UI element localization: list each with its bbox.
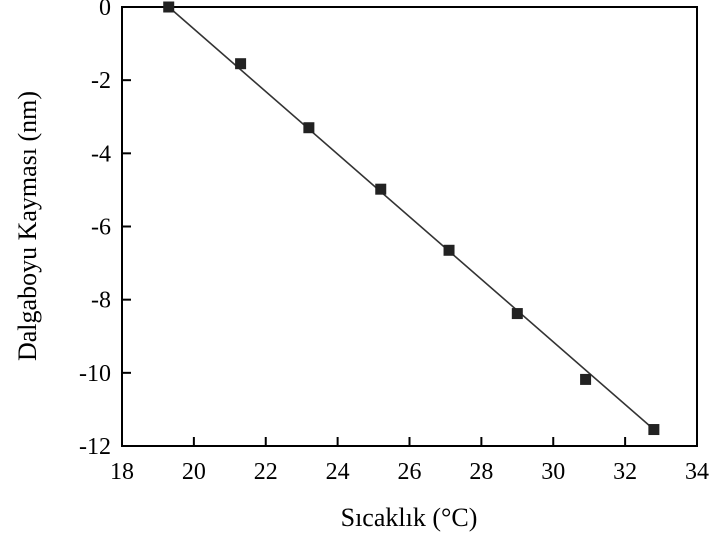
y-tick-label: -4 [91, 141, 111, 167]
data-point-marker [443, 244, 455, 256]
x-tick-label: 18 [110, 459, 134, 485]
y-tick-label: -8 [91, 288, 111, 314]
y-axis-ticks: 0 -2 -4 -6 -8 -10 -12 [79, 0, 131, 460]
y-tick-label: -10 [79, 361, 111, 387]
fit-line [168, 6, 655, 431]
data-point-marker [235, 58, 247, 70]
x-tick-label: 26 [398, 459, 422, 485]
x-tick-label: 32 [613, 459, 637, 485]
data-point-marker [163, 1, 175, 13]
x-tick-label: 24 [326, 459, 350, 485]
plot-frame [121, 6, 698, 447]
data-point-marker [303, 122, 315, 134]
data-point-marker [511, 308, 523, 320]
x-tick-label: 22 [254, 459, 278, 485]
y-tick-label: 0 [99, 0, 111, 21]
x-tick-label: 28 [469, 459, 493, 485]
x-axis-title: Sıcaklık (°C) [341, 503, 478, 532]
x-tick-label: 30 [541, 459, 565, 485]
fit-line-group [168, 6, 655, 431]
y-axis-title: Dalgaboyu Kayması (nm) [13, 91, 42, 361]
data-points [163, 1, 660, 436]
x-tick-label: 34 [685, 459, 709, 485]
data-point-marker [580, 373, 592, 385]
data-point-marker [375, 183, 387, 195]
y-tick-label: -6 [91, 215, 111, 241]
data-point-marker [648, 424, 660, 436]
y-tick-label: -12 [79, 434, 111, 460]
x-tick-label: 20 [182, 459, 206, 485]
y-tick-label: -2 [91, 68, 111, 94]
x-axis-ticks: 18 20 22 24 26 28 30 32 34 [110, 437, 709, 485]
